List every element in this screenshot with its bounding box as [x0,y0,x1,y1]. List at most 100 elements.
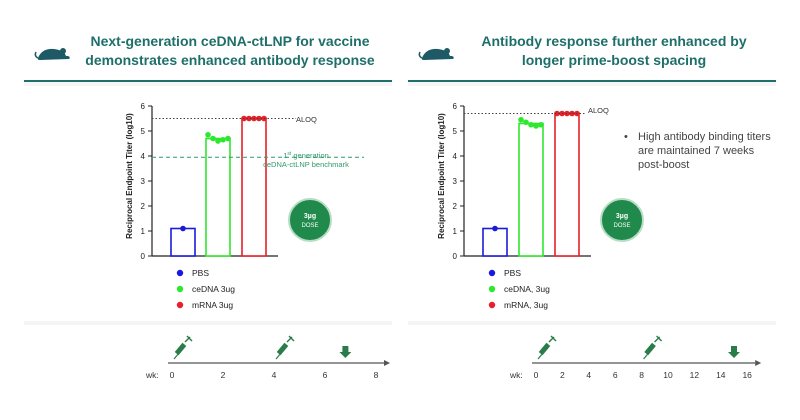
timeline-area: wk: 0 2 4 6 8 10 12 14 16 [408,325,776,394]
legend-marker-mrna [176,301,184,309]
bar-chart: Reciprocal Endpoint Titer (log10) 0 1 2 3 4 5… [125,102,364,310]
data-point [492,225,498,232]
dose-badge-label: DOSE [301,223,318,229]
panel-title: Next-generation ceDNA-ctLNP for vaccine … [76,32,384,70]
legend: PBS ceDNA, 3ug mRNA, 3ug [488,268,550,310]
legend-item-mrna: mRNA 3ug [192,300,233,310]
data-point [533,123,539,129]
bars [170,117,267,257]
data-point [569,110,575,117]
timeline-label: wk: [509,370,523,380]
timeline-tick-label: 14 [716,370,726,380]
y-tick-label: 5 [141,127,146,136]
data-point [523,119,529,126]
dose-badge-label: DOSE [613,223,630,229]
data-point [554,110,560,117]
down-arrow-icon [728,346,740,358]
down-arrow-icon [339,346,352,358]
timeline-area: wk: 0 2 4 6 8 [24,325,392,394]
panel-title-line1: Antibody response further enhanced by [481,33,747,49]
panel-right: Antibody response further enhanced by lo… [408,22,776,394]
bar-mrna [241,117,267,257]
aloq-label: ALOQ [296,115,317,124]
dose-badge: 3µg DOSE [600,198,644,242]
data-point [205,131,211,138]
timeline: wk: 0 2 4 6 8 [145,335,390,380]
data-point [256,115,262,122]
data-point [225,135,231,142]
y-tick-label: 4 [453,152,458,161]
panel-title: Antibody response further enhanced by lo… [460,32,768,70]
data-point [528,121,534,128]
mouse-icon [418,48,454,60]
data-point [210,135,216,142]
data-point [215,138,221,144]
legend-marker-mrna [488,301,496,309]
legend-item-cedna: ceDNA, 3ug [504,284,550,294]
bar-cedna [518,122,544,257]
y-tick-label: 5 [453,127,458,136]
legend-item-mrna: mRNA, 3ug [504,300,548,310]
legend-item-cedna: ceDNA 3ug [192,284,235,294]
legend-item-pbs: PBS [192,268,209,278]
y-tick-label: 2 [453,202,458,211]
timeline-arrowhead [384,360,390,366]
mouse-icon [34,48,70,60]
panel-header: Next-generation ceDNA-ctLNP for vaccine … [24,22,392,82]
timeline-tick-label: 8 [639,370,644,380]
data-point [220,136,226,143]
dose-badge-value: 3µg [304,213,316,220]
timeline-tick-label: 6 [323,370,328,380]
syringe-icon [275,335,295,360]
reference-lines [152,118,364,158]
legend: PBS ceDNA 3ug mRNA 3ug [176,268,235,310]
y-tick-label: 3 [141,177,146,186]
benchmark-label: 1st generation [283,151,329,160]
timeline-label: wk: [145,370,159,380]
bar-pbs [170,227,196,257]
y-tick-label: 2 [141,202,146,211]
y-tick-label: 6 [141,102,146,111]
data-point [518,116,524,123]
timeline-tick-label: 0 [534,370,539,380]
chart-area: Reciprocal Endpoint Titer (log10) 0 1 2 3 4 5… [408,86,776,321]
legend-item-pbs: PBS [504,268,521,278]
bar-pbs [482,227,508,257]
timeline-tick-label: 16 [742,370,752,380]
timeline-tick-label: 6 [613,370,618,380]
y-tick-label: 4 [141,152,146,161]
timeline-tick-label: 10 [663,370,673,380]
timeline-arrowhead [755,360,762,366]
panel-header: Antibody response further enhanced by lo… [408,22,776,82]
timeline-tick-label: 4 [586,370,591,380]
syringe-icon [643,335,663,360]
panel-left: Next-generation ceDNA-ctLNP for vaccine … [24,22,392,394]
dose-badge-value: 3µg [616,213,628,220]
legend-marker-pbs [176,269,184,277]
legend-marker-pbs [488,269,496,277]
y-axis-label: Reciprocal Endpoint Titer (log10) [437,113,446,239]
y-tick-label: 0 [141,252,146,261]
panel-title-line2: demonstrates enhanced antibody response [85,52,375,68]
panel-title-line2: longer prime-boost spacing [521,52,707,68]
timeline: wk: 0 2 4 6 8 10 12 14 16 [509,335,762,380]
y-tick-label: 3 [453,177,458,186]
timeline-tick-label: 2 [560,370,565,380]
annotation-text: High antibody binding titers are maintai… [638,131,771,171]
bar-chart: Reciprocal Endpoint Titer (log10) 0 1 2 3 4 5… [437,102,644,310]
bullet: • [624,131,628,143]
timeline-tick-label: 0 [170,370,175,380]
syringe-icon [537,335,557,360]
data-point [180,225,186,232]
panel-title-line1: Next-generation ceDNA-ctLNP for vaccine [90,33,370,49]
y-axis-label: Reciprocal Endpoint Titer (log10) [125,113,134,239]
y-tick-label: 0 [453,252,458,261]
y-tick-label: 6 [453,102,458,111]
bar-cedna [205,137,231,257]
benchmark-label-line2: ceDNA-ctLNP benchmark [263,160,349,169]
y-tick-label: 1 [141,227,146,236]
syringe-icon [173,335,193,360]
aloq-label: ALOQ [588,106,609,115]
timeline-tick-label: 4 [272,370,277,380]
data-point [538,121,544,128]
